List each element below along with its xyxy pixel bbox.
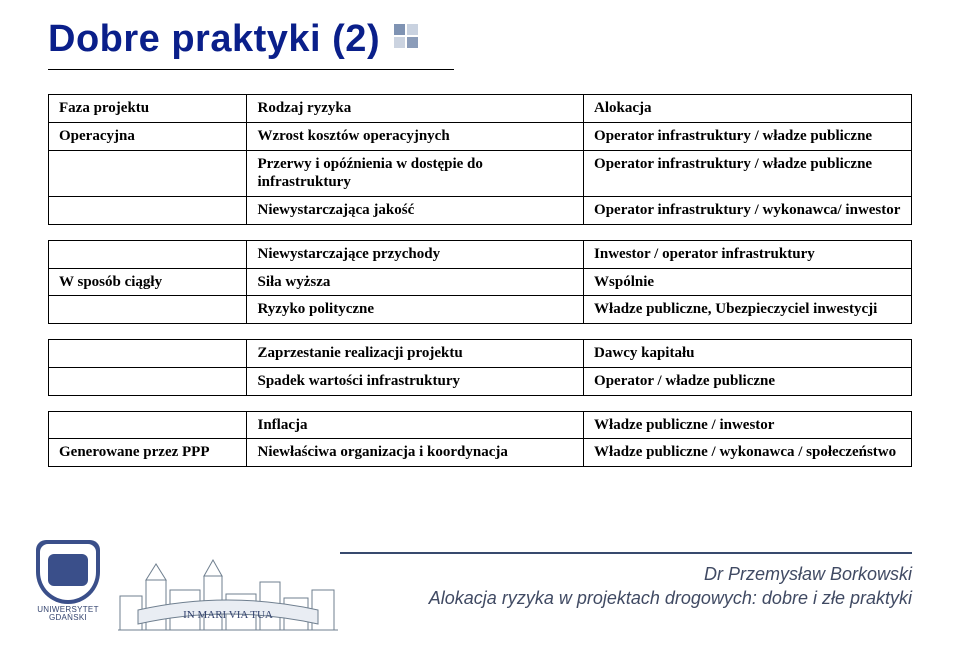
table-cell: Dawcy kapitału — [584, 340, 912, 368]
table-cell: Przerwy i opóźnienia w dostępie do infra… — [247, 150, 584, 197]
table-cell: Operator / władze publiczne — [584, 367, 912, 395]
table-cell: Niewystarczające przychody — [247, 240, 584, 268]
page-title: Dobre praktyki (2) — [48, 18, 380, 61]
table-cell: Inflacja — [247, 411, 584, 439]
group-spacer — [49, 224, 912, 240]
table-cell: Alokacja — [584, 95, 912, 123]
table-cell: Niewłaściwa organizacja i koordynacja — [247, 439, 584, 467]
table-row: Generowane przez PPPNiewłaściwa organiza… — [49, 439, 912, 467]
table-cell: Rodzaj ryzyka — [247, 95, 584, 123]
footer-rule — [340, 552, 912, 554]
table-cell: Faza projektu — [49, 95, 247, 123]
dot-4 — [407, 37, 418, 48]
table-cell — [49, 340, 247, 368]
table-row: Spadek wartości infrastrukturyOperator /… — [49, 367, 912, 395]
footer: Dr Przemysław Borkowski Alokacja ryzyka … — [0, 534, 960, 646]
university-logo: UNIWERSYTET GDAŃSKI — [24, 540, 112, 640]
table-cell — [49, 150, 247, 197]
subtitle-line: Alokacja ryzyka w projektach drogowych: … — [429, 586, 912, 610]
table-cell: Władze publiczne / wykonawca / społeczeń… — [584, 439, 912, 467]
table-cell: Władze publiczne / inwestor — [584, 411, 912, 439]
table-cell: Ryzyko polityczne — [247, 296, 584, 324]
table-cell: Zaprzestanie realizacji projektu — [247, 340, 584, 368]
table-cell — [49, 296, 247, 324]
title-underline — [48, 69, 454, 70]
table-cell — [49, 367, 247, 395]
table-row: InflacjaWładze publiczne / inwestor — [49, 411, 912, 439]
table-cell: Niewystarczająca jakość — [247, 197, 584, 225]
logo-caption-l2: GDAŃSKI — [49, 613, 87, 622]
table-cell — [49, 411, 247, 439]
logo-caption: UNIWERSYTET GDAŃSKI — [24, 606, 112, 623]
table-cell — [49, 197, 247, 225]
logo-shield-icon — [36, 540, 100, 604]
table-cell: Operacyjna — [49, 122, 247, 150]
city-illustration-svg: IN MARI VIA TUA — [118, 550, 338, 636]
illus-banner-text: IN MARI VIA TUA — [183, 609, 273, 621]
table-row: Niewystarczająca jakośćOperator infrastr… — [49, 197, 912, 225]
table-row: W sposób ciągłySiła wyższaWspólnie — [49, 268, 912, 296]
dot-2 — [407, 24, 418, 35]
table-row: OperacyjnaWzrost kosztów operacyjnychOpe… — [49, 122, 912, 150]
table-cell — [49, 240, 247, 268]
table-row: Przerwy i opóźnienia w dostępie do infra… — [49, 150, 912, 197]
table-cell: W sposób ciągły — [49, 268, 247, 296]
table-cell: Wspólnie — [584, 268, 912, 296]
table-cell: Wzrost kosztów operacyjnych — [247, 122, 584, 150]
table-row: Ryzyko polityczneWładze publiczne, Ubezp… — [49, 296, 912, 324]
city-illustration: IN MARI VIA TUA — [118, 550, 338, 636]
table-cell: Władze publiczne, Ubezpieczyciel inwesty… — [584, 296, 912, 324]
table-cell: Operator infrastruktury / władze publicz… — [584, 122, 912, 150]
title-row: Dobre praktyki (2) — [48, 18, 912, 61]
footer-text-block: Dr Przemysław Borkowski Alokacja ryzyka … — [429, 562, 912, 611]
table-cell: Spadek wartości infrastruktury — [247, 367, 584, 395]
table-row: Faza projektuRodzaj ryzykaAlokacja — [49, 95, 912, 123]
group-spacer — [49, 395, 912, 411]
dot-3 — [394, 37, 405, 48]
table-row: Niewystarczające przychodyInwestor / ope… — [49, 240, 912, 268]
dot-1 — [394, 24, 405, 35]
table-cell: Operator infrastruktury / wykonawca/ inw… — [584, 197, 912, 225]
table-cell: Siła wyższa — [247, 268, 584, 296]
table-cell: Operator infrastruktury / władze publicz… — [584, 150, 912, 197]
title-dots — [394, 24, 418, 48]
table-row: Zaprzestanie realizacji projektuDawcy ka… — [49, 340, 912, 368]
table-cell: Generowane przez PPP — [49, 439, 247, 467]
group-spacer — [49, 324, 912, 340]
practices-table: Faza projektuRodzaj ryzykaAlokacjaOperac… — [48, 94, 912, 467]
author-line: Dr Przemysław Borkowski — [429, 562, 912, 586]
table-cell: Inwestor / operator infrastruktury — [584, 240, 912, 268]
